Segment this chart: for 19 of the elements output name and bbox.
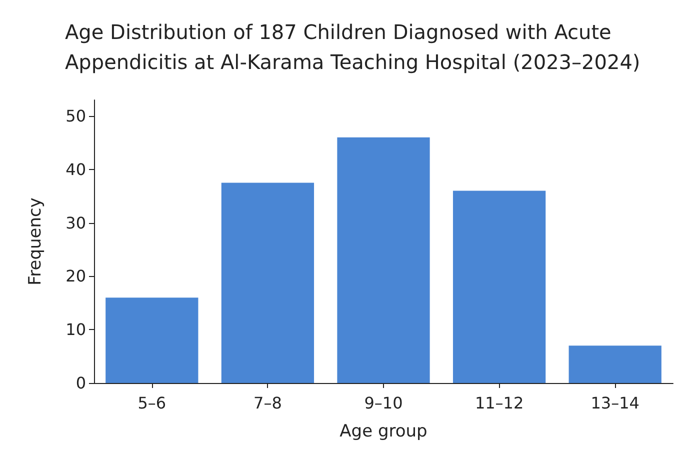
- y-tick-label: 20: [66, 266, 86, 286]
- bar: [106, 298, 198, 383]
- bar: [568, 346, 662, 383]
- bar: [337, 137, 430, 383]
- y-axis-title: Frequency: [26, 198, 46, 286]
- y-tick-label: 0: [76, 374, 86, 392]
- chart-title: Age Distribution of 187 Children Diagnosed with Acute Appendicitis at Al-Karama Teaching Hospital (2023–2024): [65, 20, 640, 74]
- y-tick-label: 50: [66, 106, 86, 126]
- y-tick-label: 30: [66, 213, 86, 232]
- x-tick-label: 13–14: [590, 394, 640, 412]
- x-axis-title: Age group: [340, 422, 428, 442]
- x-tick-label: 9–10: [364, 394, 403, 412]
- y-tick-label: 40: [66, 160, 86, 179]
- x-tick-label: 5–6: [138, 394, 166, 412]
- y-tick-label: 10: [66, 320, 86, 340]
- bar: [221, 182, 314, 383]
- bar: [452, 190, 546, 383]
- x-tick-label: 11–12: [474, 394, 524, 412]
- x-tick-label: 7–8: [254, 394, 282, 412]
